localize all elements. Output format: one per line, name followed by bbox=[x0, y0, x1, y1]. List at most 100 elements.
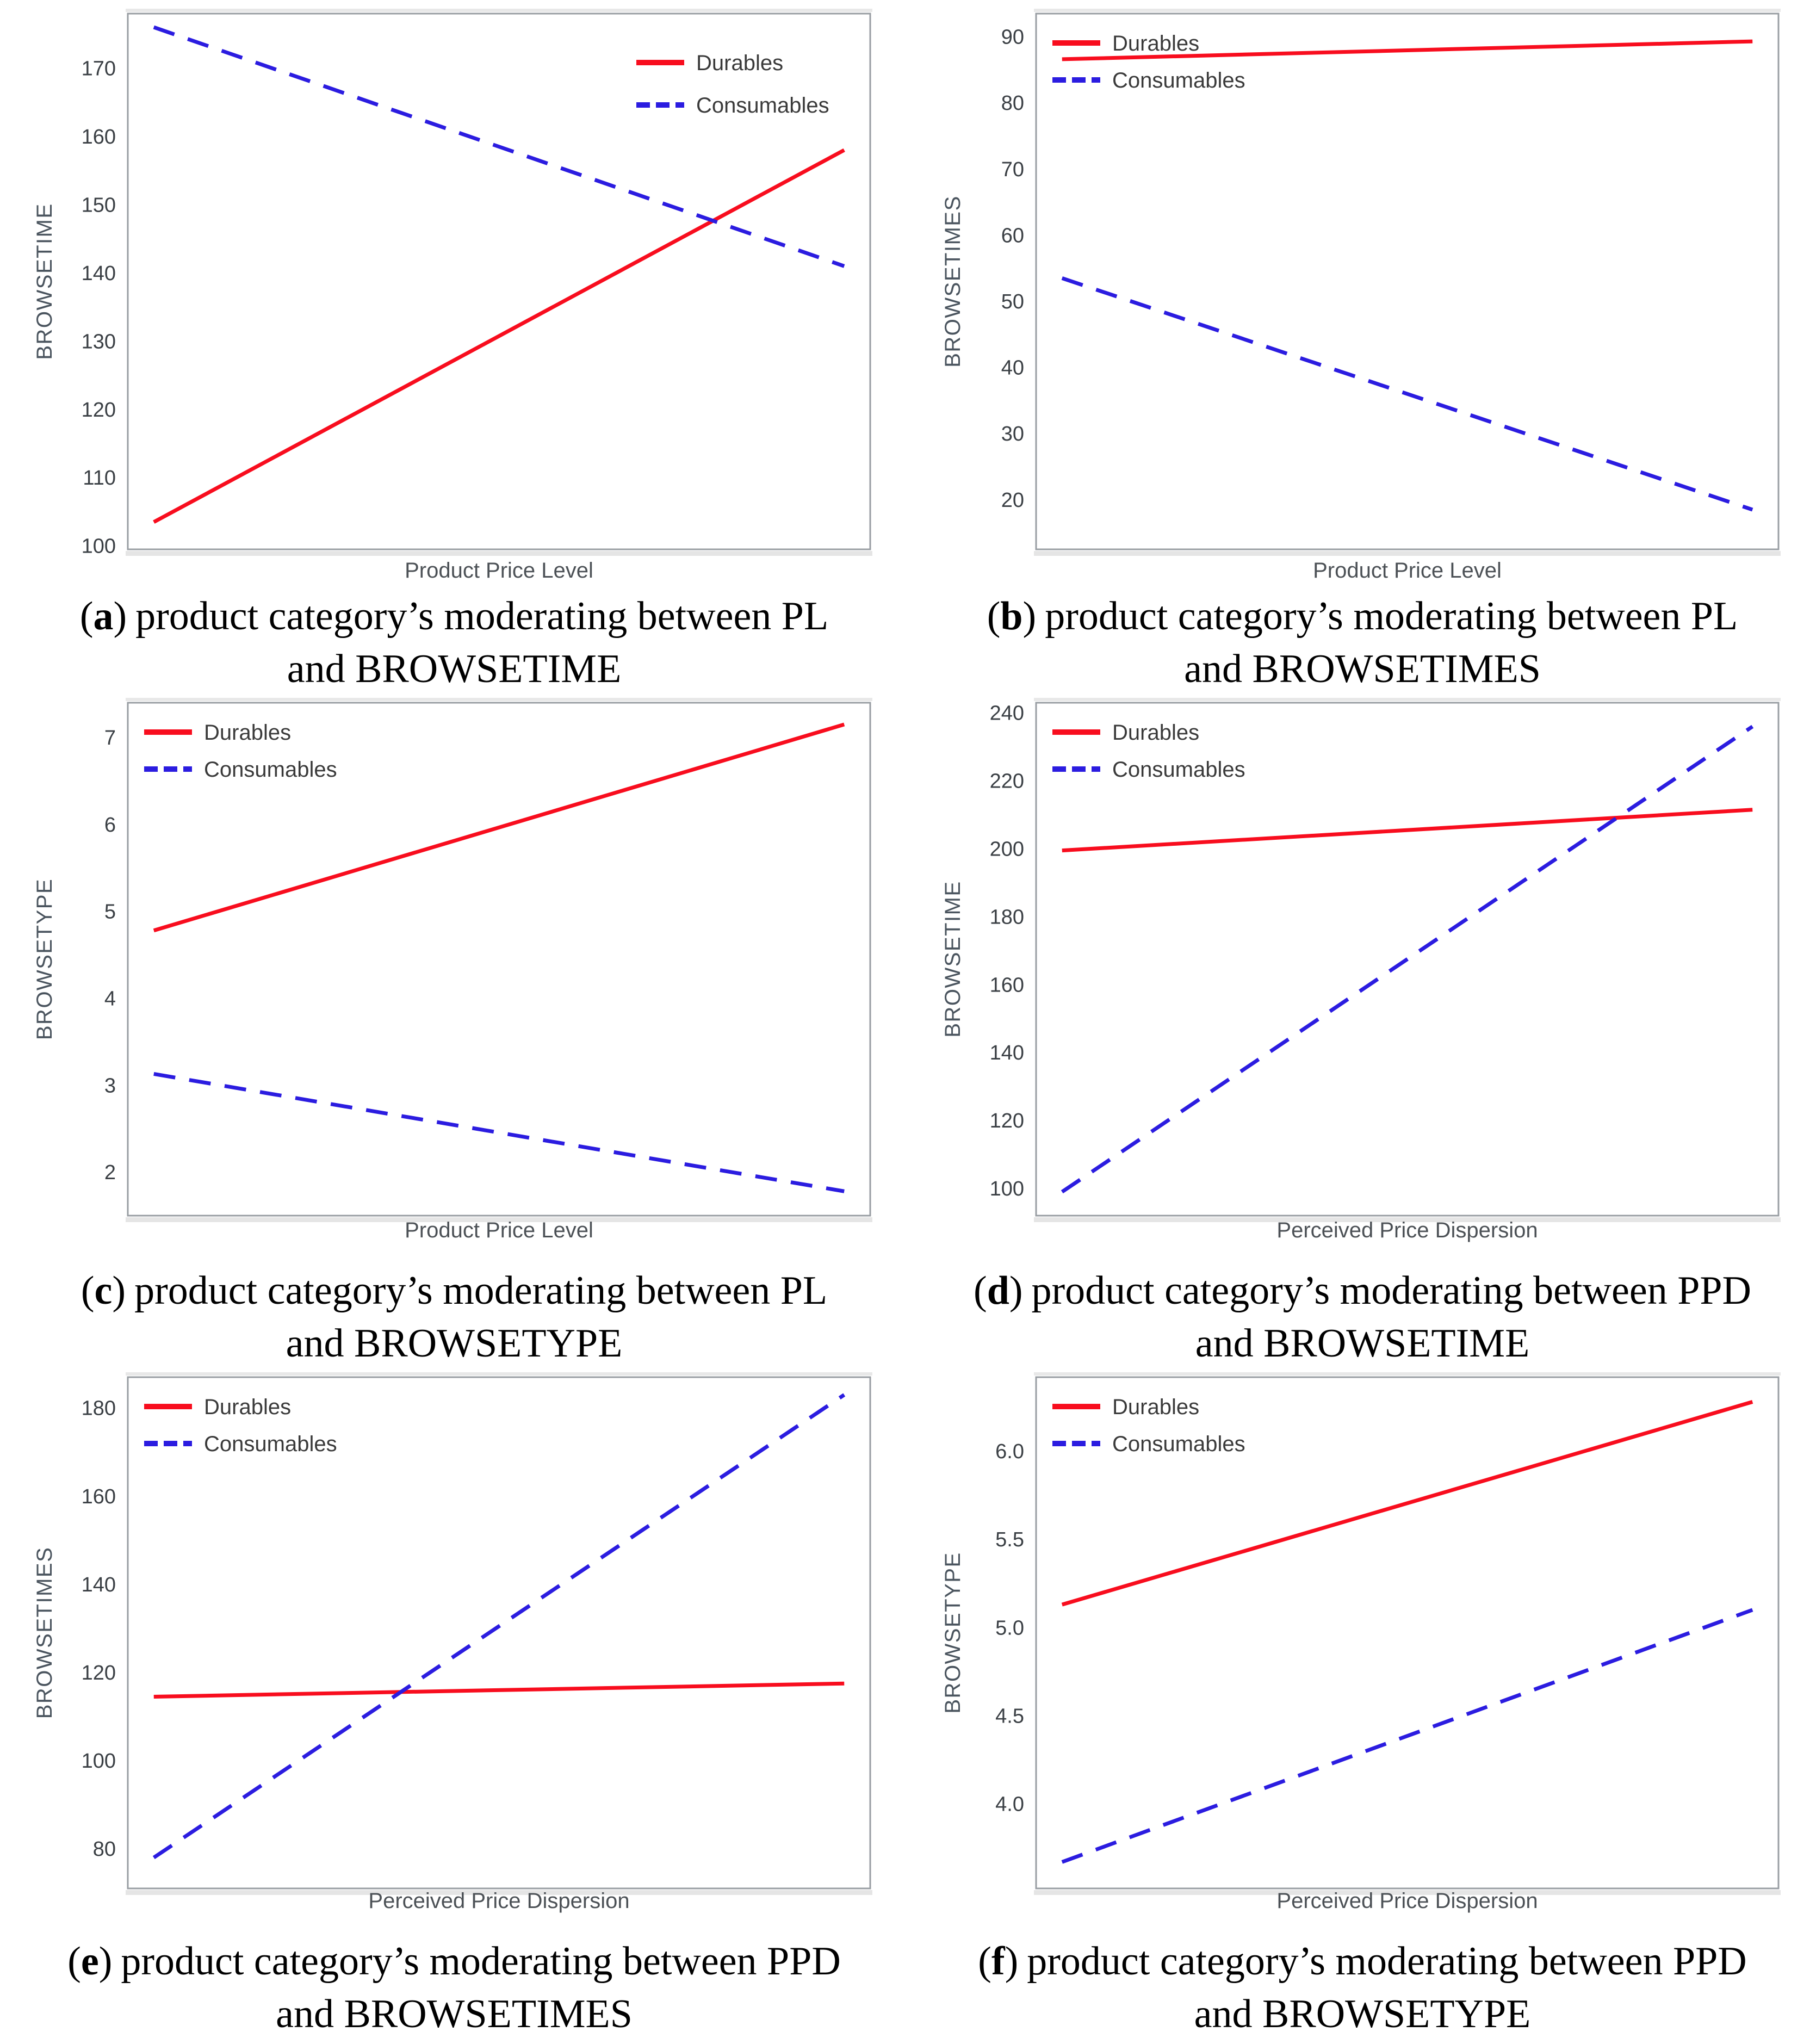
frame-shadow-bottom bbox=[126, 1217, 872, 1222]
series-line-consumables bbox=[1061, 276, 1753, 512]
plot-frame bbox=[1035, 1376, 1780, 1890]
y-tick-label: 120 bbox=[82, 399, 116, 422]
legend-label-durables: Durables bbox=[204, 721, 291, 745]
series-line-durables bbox=[1062, 808, 1753, 853]
y-tick-label: 3 bbox=[104, 1074, 116, 1097]
y-tick-label: 30 bbox=[1001, 423, 1024, 445]
series-line-consumables bbox=[152, 1393, 846, 1860]
x-axis-title: Perceived Price Dispersion bbox=[1276, 1889, 1538, 1913]
frame-shadow-top bbox=[1034, 9, 1781, 12]
frame-shadow-bottom bbox=[126, 551, 872, 556]
caption-f: (f) product category’s moderating between… bbox=[908, 1935, 1816, 2041]
caption-label: (e) bbox=[67, 1939, 113, 1984]
y-axis-title: BROWSETIME bbox=[941, 881, 965, 1037]
caption-label: (b) bbox=[987, 594, 1037, 639]
legend-label-durables: Durables bbox=[204, 1395, 291, 1419]
legend-label-durables: Durables bbox=[1112, 32, 1199, 55]
x-axis-title: Product Price Level bbox=[405, 559, 593, 583]
legend: Durables Consumables bbox=[144, 721, 337, 782]
chart-svg-d: 100 120 140 160 180 200 220 240 BROWSETIME Percei… bbox=[941, 698, 1781, 1242]
caption-line1: product category’s moderating between PP… bbox=[121, 1939, 841, 1984]
series-line-consumables bbox=[1061, 724, 1754, 1194]
caption-line2: and BROWSETYPE bbox=[286, 1321, 623, 1366]
series-line-durables bbox=[153, 1681, 845, 1699]
y-tick-label: 5 bbox=[104, 901, 116, 924]
chart-svg-e: 80 100 120 140 160 180 BROWSETIMES Perceived Pr… bbox=[33, 1372, 872, 1913]
y-axis-title: BROWSETIME bbox=[33, 203, 57, 360]
chart-d: 100 120 140 160 180 200 220 240 BROWSETIME Percei… bbox=[908, 680, 1816, 1362]
series-line-consumables bbox=[153, 25, 845, 268]
legend-label-durables: Durables bbox=[1112, 1395, 1199, 1419]
legend: Durables Consumables bbox=[636, 51, 829, 117]
x-axis-title: Perceived Price Dispersion bbox=[368, 1889, 629, 1913]
y-axis-ticks: 2 3 4 5 6 7 bbox=[104, 727, 116, 1184]
legend-label-durables: Durables bbox=[696, 51, 783, 75]
caption-label: (a) bbox=[79, 594, 127, 639]
y-tick-label: 130 bbox=[82, 330, 116, 353]
chart-svg-a: 100 110 120 130 140 150 160 170 BROWSETIME Produc… bbox=[33, 9, 872, 583]
y-tick-label: 180 bbox=[990, 906, 1024, 928]
legend-label-consumables: Consumables bbox=[696, 94, 829, 117]
panel-f: 4.0 4.5 5.0 5.5 6.0 BROWSETYPE Perceived Price… bbox=[908, 1360, 1816, 2041]
plot-frame bbox=[127, 1376, 871, 1890]
y-tick-label: 50 bbox=[1001, 290, 1024, 313]
legend: Durables Consumables bbox=[1052, 32, 1245, 92]
y-axis-ticks: 80 100 120 140 160 180 bbox=[82, 1397, 116, 1861]
y-tick-label: 220 bbox=[990, 770, 1024, 793]
plot-frame bbox=[1035, 702, 1780, 1217]
x-axis-title: Product Price Level bbox=[1313, 559, 1502, 583]
panel-c: 2 3 4 5 6 7 BROWSETYPE Product Price Level Durab… bbox=[0, 680, 908, 1366]
chart-svg-c: 2 3 4 5 6 7 BROWSETYPE Product Price Level Durab… bbox=[33, 698, 872, 1242]
caption-c: (c) product category’s moderating between… bbox=[0, 1265, 908, 1370]
y-tick-label: 4 bbox=[104, 987, 116, 1010]
frame-shadow-bottom bbox=[1034, 1890, 1781, 1895]
chart-e: 80 100 120 140 160 180 BROWSETIMES Perceived Pr… bbox=[0, 1360, 908, 2044]
y-tick-label: 20 bbox=[1001, 489, 1024, 512]
x-axis-title: Perceived Price Dispersion bbox=[1276, 1218, 1538, 1242]
frame-shadow-top bbox=[1034, 698, 1781, 701]
caption-line1: product category’s moderating between PL bbox=[1045, 594, 1738, 639]
caption-label: (c) bbox=[80, 1268, 126, 1313]
y-tick-label: 150 bbox=[82, 194, 116, 216]
chart-svg-b: 20 30 40 50 60 70 80 90 BROWSETIMES Product Price… bbox=[941, 9, 1781, 583]
series-line-consumables bbox=[1061, 1608, 1753, 1864]
legend: Durables Consumables bbox=[144, 1395, 337, 1456]
series-line-durables bbox=[1062, 39, 1753, 61]
series-line-durables bbox=[153, 148, 845, 524]
caption-line2: and BROWSETIME bbox=[1195, 1321, 1530, 1366]
chart-b: 20 30 40 50 60 70 80 90 BROWSETIMES Product Price… bbox=[908, 0, 1816, 683]
y-tick-label: 4.0 bbox=[995, 1793, 1024, 1816]
chart-svg-f: 4.0 4.5 5.0 5.5 6.0 BROWSETYPE Perceived Price… bbox=[941, 1372, 1781, 1913]
frame-shadow-bottom bbox=[1034, 1217, 1781, 1222]
y-tick-label: 70 bbox=[1001, 158, 1024, 181]
y-tick-label: 160 bbox=[82, 126, 116, 148]
frame-shadow-top bbox=[1034, 1372, 1781, 1376]
legend-label-consumables: Consumables bbox=[1112, 69, 1245, 92]
series-line-durables bbox=[1061, 1400, 1753, 1607]
plot-frame bbox=[127, 702, 871, 1217]
panel-d: 100 120 140 160 180 200 220 240 BROWSETIME Percei… bbox=[908, 680, 1816, 1366]
y-tick-label: 240 bbox=[990, 702, 1024, 725]
y-tick-label: 5.5 bbox=[995, 1528, 1024, 1551]
caption-line1: product category’s moderating between PP… bbox=[1031, 1268, 1751, 1313]
caption-label: (d) bbox=[974, 1268, 1023, 1313]
caption-line2: and BROWSETIMES bbox=[276, 1992, 633, 2036]
frame-shadow-bottom bbox=[126, 1890, 872, 1895]
caption-line2: and BROWSETIMES bbox=[1184, 647, 1541, 691]
y-tick-label: 180 bbox=[82, 1397, 116, 1420]
y-tick-label: 90 bbox=[1001, 26, 1024, 49]
frame-shadow-bottom bbox=[1034, 551, 1781, 556]
frame-shadow-top bbox=[126, 9, 872, 12]
y-tick-label: 100 bbox=[82, 535, 116, 558]
y-tick-label: 5.0 bbox=[995, 1616, 1024, 1639]
caption-line1: product category’s moderating between PL bbox=[134, 1268, 828, 1313]
y-tick-label: 100 bbox=[990, 1178, 1024, 1200]
y-axis-title: BROWSETIMES bbox=[941, 195, 965, 368]
frame-shadow-top bbox=[126, 1372, 872, 1376]
y-axis-ticks: 100 120 140 160 180 200 220 240 bbox=[990, 702, 1024, 1200]
y-axis-title: BROWSETIMES bbox=[33, 1547, 57, 1719]
caption-line2: and BROWSETYPE bbox=[1194, 1992, 1531, 2036]
y-axis-ticks: 4.0 4.5 5.0 5.5 6.0 bbox=[995, 1440, 1024, 1816]
legend: Durables Consumables bbox=[1052, 1395, 1245, 1456]
